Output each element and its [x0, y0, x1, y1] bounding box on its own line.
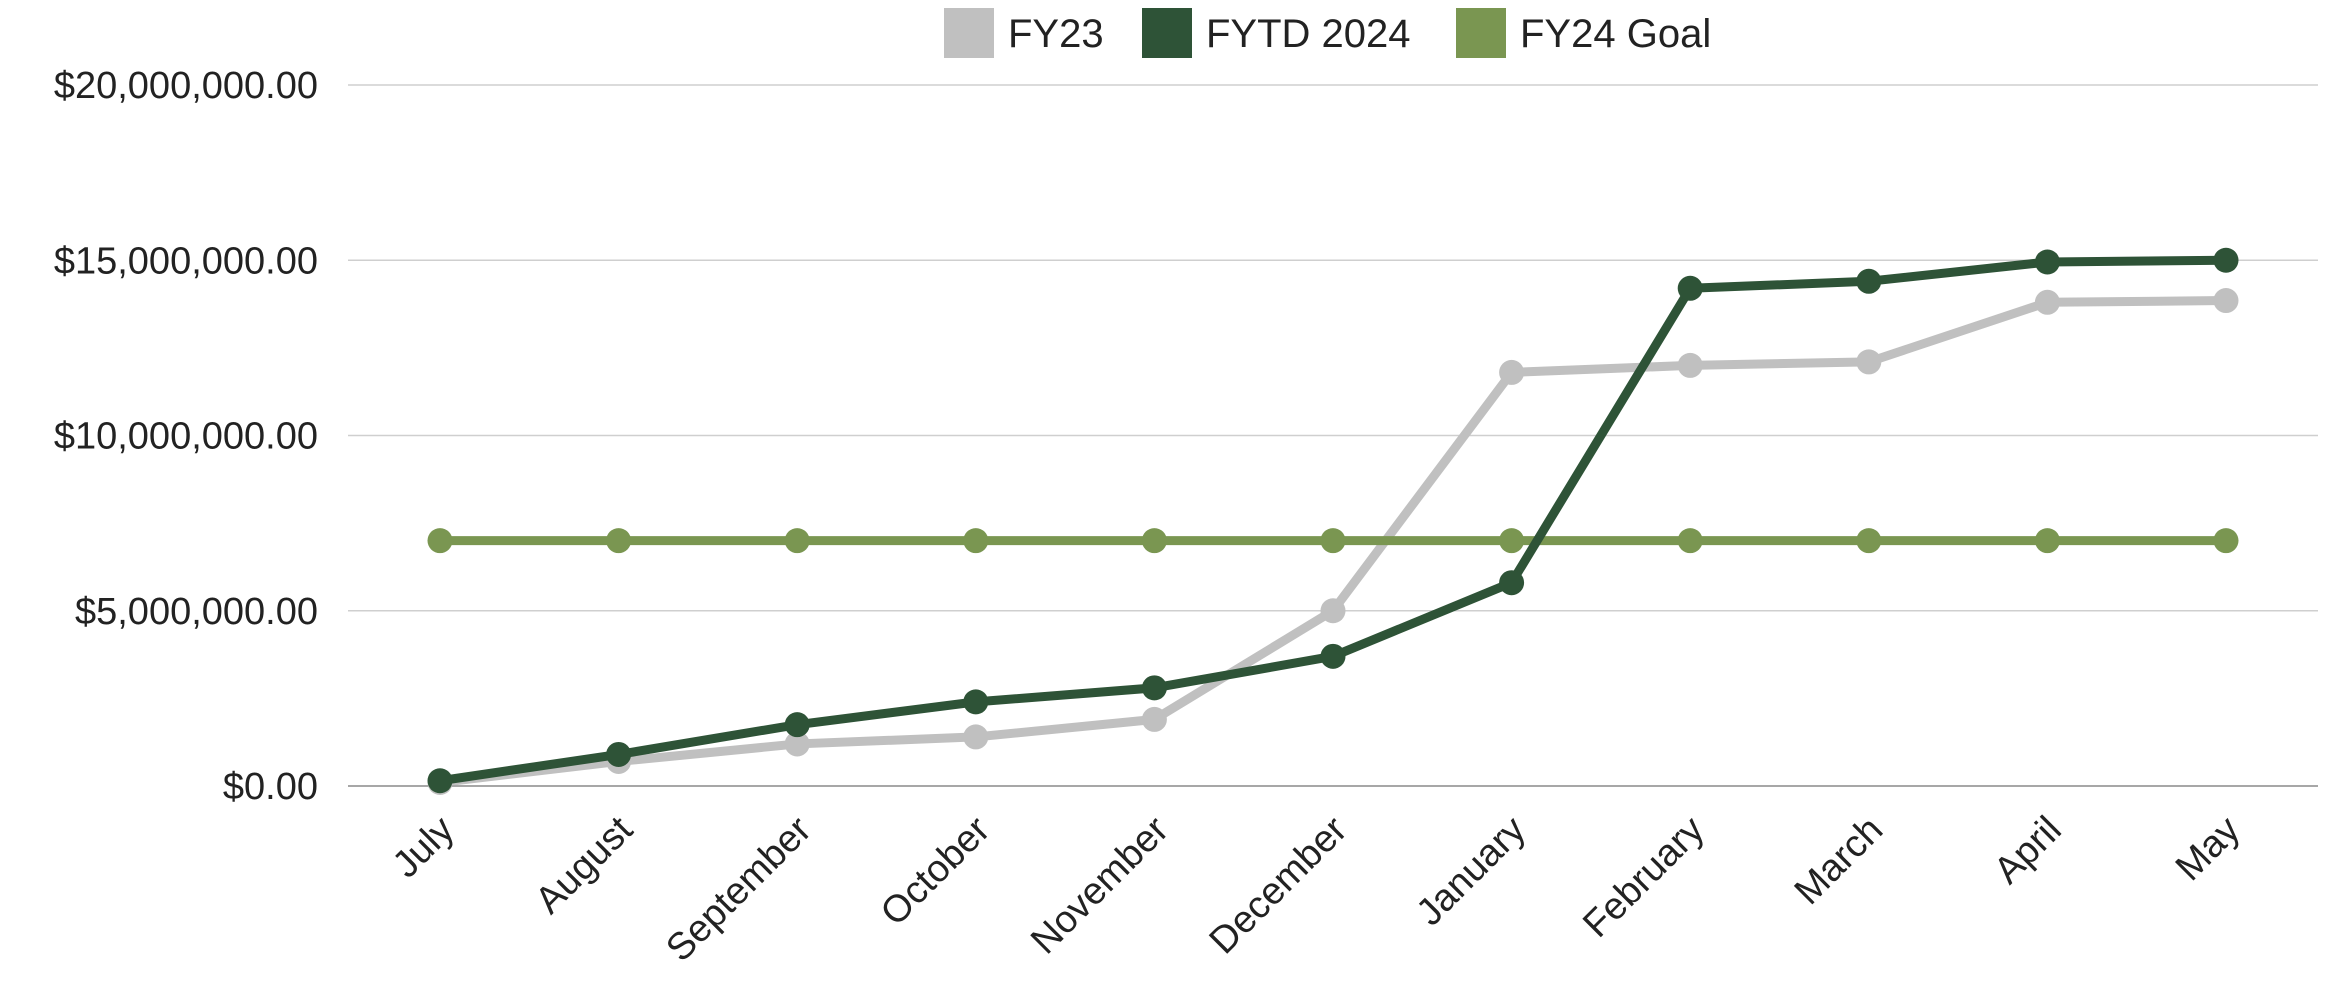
data-point — [1499, 359, 1525, 385]
data-point — [1856, 349, 1882, 375]
x-tick-label: January — [1409, 809, 1534, 934]
y-tick-label: $5,000,000.00 — [75, 591, 318, 633]
x-tick-label: October — [873, 808, 999, 934]
data-point — [1677, 275, 1703, 301]
series-fytd-2024 — [427, 247, 2239, 794]
legend-swatch — [944, 8, 994, 58]
series-fy24-goal — [427, 528, 2239, 554]
gridlines — [348, 84, 2318, 787]
series-lines — [427, 247, 2239, 795]
legend-item: FY24 Goal — [1456, 8, 1711, 58]
data-point — [963, 689, 989, 715]
data-point — [2213, 247, 2239, 273]
legend-label: FY24 Goal — [1520, 12, 1711, 56]
data-point — [1677, 528, 1703, 554]
data-point — [1499, 570, 1525, 596]
data-point — [1677, 352, 1703, 378]
data-point — [2213, 288, 2239, 314]
data-point — [1320, 598, 1346, 624]
data-point — [606, 741, 632, 767]
data-point — [1141, 706, 1167, 732]
legend-swatch — [1456, 8, 1506, 58]
y-tick-label: $0.00 — [223, 766, 318, 808]
data-point — [1499, 528, 1525, 554]
legend-label: FYTD 2024 — [1206, 12, 1411, 56]
x-tick-label: August — [528, 808, 642, 922]
legend-swatch — [1142, 8, 1192, 58]
y-tick-label: $20,000,000.00 — [54, 65, 318, 107]
data-point — [1141, 675, 1167, 701]
y-tick-label: $10,000,000.00 — [54, 416, 318, 458]
data-point — [606, 528, 632, 554]
data-point — [1320, 528, 1346, 554]
data-point — [1141, 528, 1167, 554]
x-tick-label: September — [658, 808, 819, 969]
y-axis: $0.00 $5,000,000.00 $10,000,000.00 $15,000,… — [54, 65, 318, 808]
legend-item: FYTD 2024 — [1142, 8, 1411, 58]
data-point — [1856, 528, 1882, 554]
data-point — [2034, 528, 2060, 554]
x-tick-label: December — [1202, 808, 1356, 962]
x-tick-label: November — [1023, 808, 1177, 962]
x-tick-label: May — [2168, 809, 2248, 889]
data-point — [1320, 643, 1346, 669]
y-tick-label: $15,000,000.00 — [54, 240, 318, 282]
series-fy23 — [427, 288, 2239, 795]
data-point — [427, 768, 453, 794]
x-tick-label: February — [1575, 809, 1712, 946]
legend: FY23 FYTD 2024 FY24 Goal — [944, 8, 1711, 58]
data-point — [427, 528, 453, 554]
data-point — [784, 528, 810, 554]
data-point — [784, 712, 810, 738]
data-point — [963, 528, 989, 554]
data-point — [2213, 528, 2239, 554]
data-point — [2034, 249, 2060, 275]
x-tick-label: July — [385, 809, 462, 886]
data-point — [1856, 268, 1882, 294]
data-point — [963, 724, 989, 750]
legend-label: FY23 — [1008, 12, 1104, 56]
data-point — [784, 731, 810, 757]
series-line — [435, 255, 2231, 786]
legend-item: FY23 — [944, 8, 1104, 58]
x-tick-label: April — [1986, 809, 2069, 892]
x-tick-label: March — [1787, 809, 1891, 913]
data-point — [2034, 289, 2060, 315]
x-axis: July August September October November Decemb… — [385, 808, 2248, 969]
